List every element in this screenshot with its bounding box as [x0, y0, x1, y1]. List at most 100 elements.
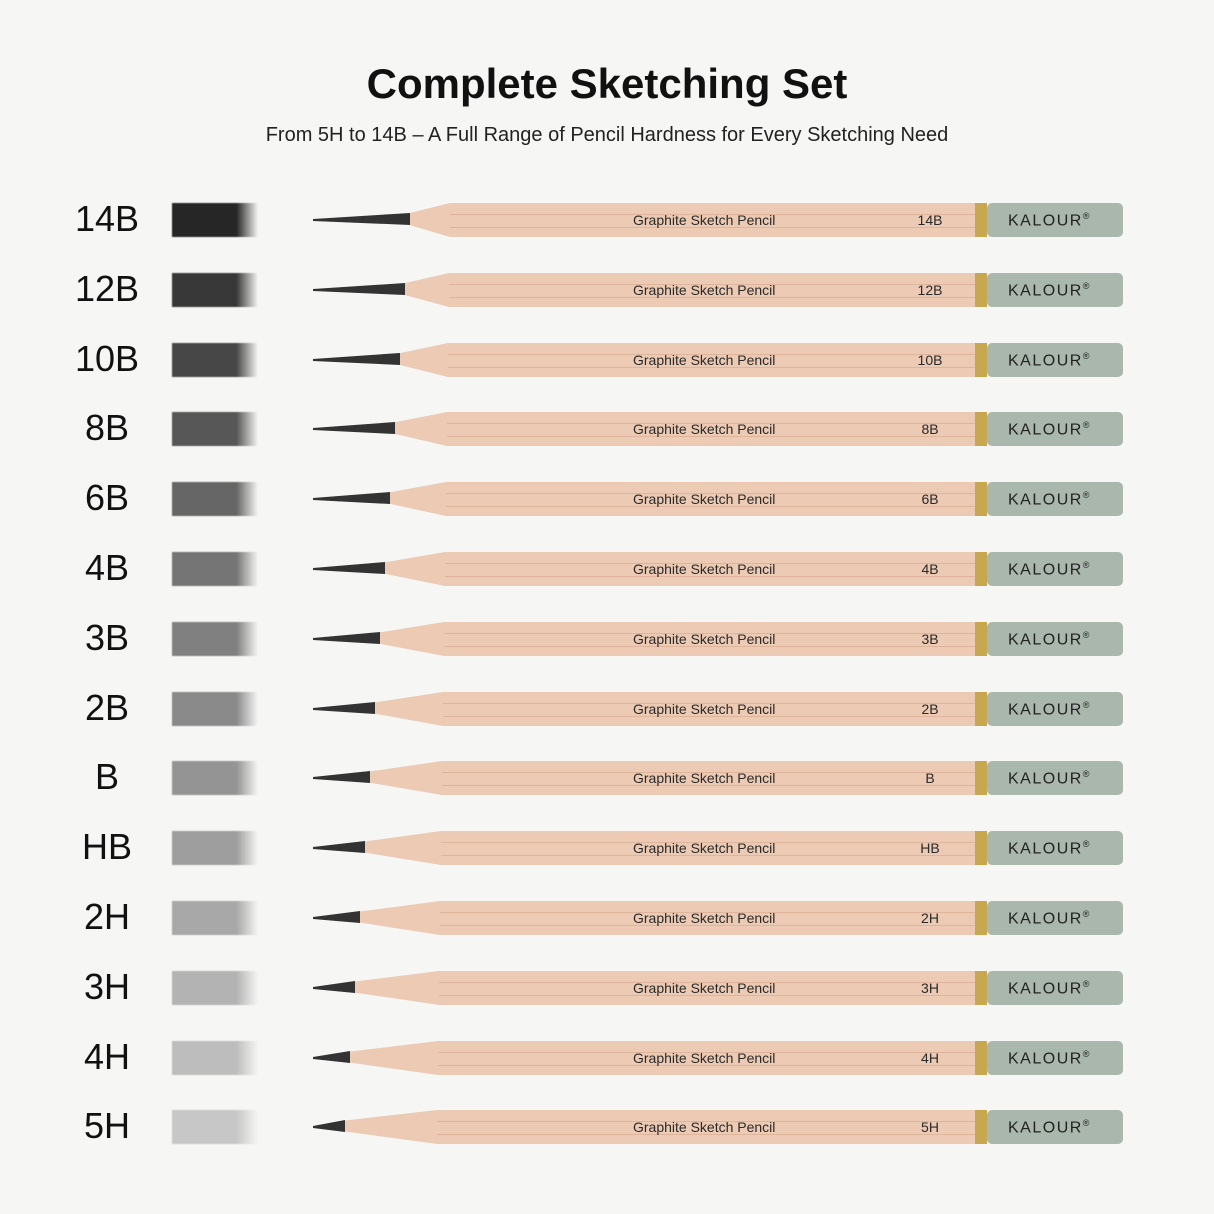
pencil-facet — [438, 1051, 975, 1053]
pencil-ferrule — [975, 831, 987, 866]
brand-logo: KALOUR® — [1008, 978, 1091, 998]
brand-logo: KALOUR® — [1008, 699, 1091, 718]
pencil-graphic — [313, 203, 1123, 237]
pencil-facet — [445, 576, 975, 577]
pencil-facet — [443, 702, 975, 704]
pencil-graphic — [313, 691, 1123, 726]
pencil: Graphite Sketch Pencil 6B KALOUR® — [310, 479, 1126, 519]
pencil-graphite-tip — [313, 1050, 350, 1063]
shading-swatch — [172, 412, 258, 447]
pencil-facet — [448, 366, 975, 368]
pencil-wood — [351, 970, 975, 1005]
pencil-wood — [346, 1040, 975, 1075]
pencil-facet — [444, 645, 975, 647]
pencil-graphic — [313, 621, 1123, 656]
grade-label: 2B — [84, 686, 130, 728]
brand-logo: KALOUR® — [1008, 839, 1091, 858]
pencil-graphite-tip — [313, 980, 355, 993]
brand-logo: KALOUR® — [1008, 769, 1091, 788]
pencil-facet — [447, 423, 975, 425]
shading-swatch — [172, 691, 258, 726]
pencil-wood — [381, 552, 975, 586]
pencil-ferrule — [975, 691, 987, 726]
pencil: Graphite Sketch Pencil 14B KALOUR® — [310, 200, 1126, 240]
pencil-graphite-tip — [313, 352, 400, 365]
pencil-graphic — [313, 272, 1123, 307]
pencil-ferrule — [975, 761, 987, 796]
shading-swatch — [172, 761, 258, 796]
shading-swatch — [172, 621, 258, 656]
pencil: Graphite Sketch Pencil B KALOUR® — [310, 758, 1126, 798]
pencil-graphite-tip — [313, 631, 380, 644]
pencil-graphite-tip — [313, 213, 410, 225]
pencil-facet — [448, 353, 975, 355]
shading-swatch — [172, 272, 258, 307]
pencil-text: Graphite Sketch Pencil — [633, 700, 776, 717]
pencil-facet — [441, 855, 975, 857]
pencil-text: Graphite Sketch Pencil — [633, 1119, 776, 1136]
pencil-row: 10B Graphite Sketch Pencil 10B KALOUR® — [0, 330, 1214, 390]
pencil-graphite-tip — [313, 422, 395, 435]
pencil-graphite-tip — [313, 562, 385, 574]
pencil-ferrule — [975, 203, 987, 237]
pencil-graphic — [313, 831, 1123, 866]
grade-label: 3H — [83, 965, 131, 1007]
pencil-cap — [987, 621, 1123, 656]
grade-label: 6B — [84, 477, 130, 519]
grade-label: 3B — [84, 616, 130, 658]
pencil-wood — [341, 1110, 975, 1145]
pencil-text: Graphite Sketch Pencil — [633, 281, 776, 298]
pencil-facet — [450, 214, 975, 215]
pencil-facet — [449, 296, 975, 298]
brand-logo: KALOUR® — [1008, 1048, 1091, 1067]
pencil-row: 12B Graphite Sketch Pencil 12B KALOUR® — [0, 260, 1214, 320]
pencil-facet — [449, 283, 975, 285]
pencil-graphite-tip — [313, 1120, 345, 1133]
shading-swatch — [172, 1040, 258, 1075]
shading-swatch — [172, 831, 258, 866]
pencil-facet — [447, 436, 975, 438]
brand-logo: KALOUR® — [1008, 350, 1091, 369]
shading-swatch — [172, 970, 258, 1005]
pencil-cap — [987, 552, 1123, 586]
pencil-ferrule — [975, 901, 987, 935]
pencil-text: Graphite Sketch Pencil — [633, 770, 776, 787]
pencil-row: 14B Graphite Sketch Pencil 14B KALOUR® — [0, 190, 1214, 250]
pencil-facet — [444, 632, 975, 634]
pencil-row: 6B Graphite Sketch Pencil 6B KALOUR® — [0, 469, 1214, 529]
pencil: Graphite Sketch Pencil 3B KALOUR® — [310, 619, 1126, 659]
pencil-graphic — [313, 1040, 1123, 1075]
brand-logo: KALOUR® — [1008, 560, 1091, 579]
pencil-facet — [443, 715, 975, 717]
pencil-text: Graphite Sketch Pencil — [633, 630, 776, 647]
pencil-facet — [442, 785, 975, 787]
grade-label: 5H — [83, 1105, 131, 1147]
pencil-cap — [987, 691, 1123, 726]
pencil-text: Graphite Sketch Pencil — [633, 840, 776, 857]
pencil-facet — [437, 1134, 975, 1136]
pencil-graphic — [313, 901, 1123, 935]
pencil-row: 3H Graphite Sketch Pencil 3H KALOUR® — [0, 958, 1214, 1018]
grade-label: 2H — [83, 896, 131, 937]
pencil-ferrule — [975, 1110, 987, 1145]
shading-swatch — [172, 482, 258, 517]
pencil-ferrule — [975, 342, 987, 377]
pencil-text: Graphite Sketch Pencil — [633, 491, 776, 508]
pencil-facet — [450, 227, 975, 228]
brand-logo: KALOUR® — [1008, 1118, 1091, 1137]
pencil-cap — [987, 831, 1123, 866]
pencil-ferrule — [975, 1040, 987, 1075]
pencil: Graphite Sketch Pencil 4H KALOUR® — [310, 1038, 1126, 1078]
pencil-text: Graphite Sketch Pencil — [633, 910, 776, 926]
shading-swatch — [172, 1110, 258, 1145]
grade-label: HB — [81, 826, 132, 868]
shading-swatch — [172, 901, 258, 935]
pencil-row: 2H Graphite Sketch Pencil 2H KALOUR® — [0, 888, 1214, 948]
pencil-ferrule — [975, 412, 987, 447]
grade-label: 10B — [74, 337, 140, 379]
pencil: Graphite Sketch Pencil 10B KALOUR® — [310, 340, 1126, 380]
pencil-graphic — [313, 970, 1123, 1005]
pencil-text: Graphite Sketch Pencil — [633, 1049, 776, 1066]
shading-swatch — [172, 552, 258, 586]
pencil-row: 4H Graphite Sketch Pencil 4H KALOUR® — [0, 1028, 1214, 1088]
